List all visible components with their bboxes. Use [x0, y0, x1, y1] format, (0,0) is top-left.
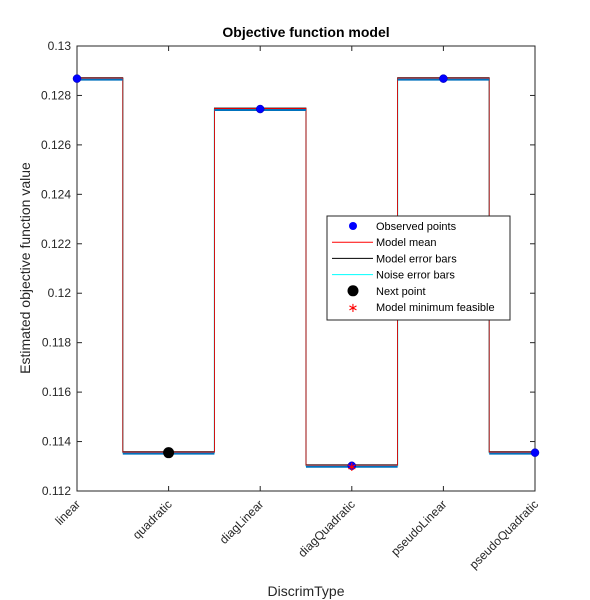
y-tick-label: 0.122 [41, 237, 71, 251]
legend-marker-star: ∗ [348, 301, 359, 316]
legend-label: Noise error bars [376, 270, 455, 282]
legend-marker-next [347, 285, 359, 297]
legend-label: Model error bars [376, 253, 457, 265]
y-tick-label: 0.118 [42, 336, 71, 350]
axes-box [76, 45, 536, 492]
y-tick-label: 0.112 [42, 484, 71, 498]
legend-label: Model minimum feasible [376, 302, 495, 314]
y-tick-label: 0.124 [41, 187, 71, 201]
y-tick-label: 0.12 [48, 286, 72, 300]
observed-point [347, 461, 357, 471]
y-tick-label: 0.114 [42, 435, 71, 449]
legend: Observed points Model mean Model error bar… [326, 215, 511, 321]
chart-title: Objective function model [222, 24, 389, 40]
legend-label: Model mean [376, 237, 437, 249]
next-point [163, 447, 175, 459]
y-tick-label: 0.128 [41, 88, 71, 102]
observed-point [530, 448, 540, 457]
y-tick-label: 0.13 [48, 39, 72, 53]
legend-box [326, 215, 511, 321]
x-axis-label: DiscrimType [267, 583, 344, 599]
y-tick-label: 0.116 [42, 385, 71, 399]
legend-label: Next point [376, 286, 426, 298]
y-tick-label: 0.126 [41, 138, 71, 152]
legend-marker-observed [349, 222, 357, 230]
model-minimum-feasible-point: ∗ [346, 460, 357, 475]
y-axis-label: Estimated objective function value [17, 162, 33, 374]
observed-point [255, 104, 265, 114]
model-mean-line [77, 77, 535, 466]
observed-point [72, 74, 82, 83]
observed-point [439, 74, 448, 83]
legend-label: Observed points [376, 221, 457, 233]
